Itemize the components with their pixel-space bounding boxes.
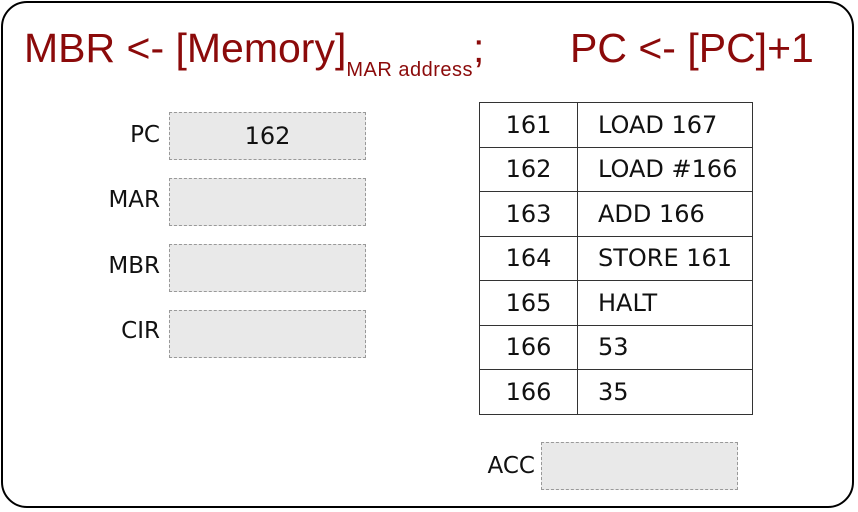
memory-row: 165 HALT [479, 280, 753, 326]
memory-row: 163 ADD 166 [479, 191, 753, 237]
memory-address: 163 [479, 191, 578, 237]
mbr-register [169, 244, 366, 292]
pc-label: PC [130, 122, 160, 148]
memory-content: STORE 161 [577, 235, 753, 281]
memory-address: 165 [479, 280, 578, 326]
title-subscript: MAR address [346, 59, 473, 81]
mbr-label: MBR [108, 253, 160, 279]
title-left: MBR <- [Memory]MAR address; [24, 24, 484, 94]
memory-address: 164 [479, 235, 578, 281]
pc-register: 162 [169, 112, 366, 160]
memory-content: ADD 166 [577, 191, 753, 237]
memory-row: 162 LOAD #166 [479, 146, 753, 192]
cir-label: CIR [121, 318, 160, 344]
acc-label: ACC [487, 453, 535, 479]
memory-row: 164 STORE 161 [479, 235, 753, 281]
memory-address: 166 [479, 369, 578, 415]
memory-address: 166 [479, 324, 578, 370]
memory-content: LOAD 167 [577, 102, 753, 148]
memory-address: 161 [479, 102, 578, 148]
acc-register [541, 442, 738, 490]
memory-content: HALT [577, 280, 753, 326]
memory-content: 35 [577, 369, 753, 415]
memory-row: 166 35 [479, 369, 753, 415]
mar-label: MAR [108, 187, 160, 213]
memory-content: LOAD #166 [577, 146, 753, 192]
mar-register [169, 178, 366, 226]
title-separator: ; [473, 25, 485, 71]
memory-row: 166 53 [479, 324, 753, 370]
memory-address: 162 [479, 146, 578, 192]
title-left-main: MBR <- [Memory] [24, 25, 347, 71]
memory-content: 53 [577, 324, 753, 370]
memory-table: 161 LOAD 167 162 LOAD #166 163 ADD 166 164 S… [479, 102, 753, 415]
memory-row: 161 LOAD 167 [479, 102, 753, 148]
cir-register [169, 310, 366, 358]
title-right: PC <- [PC]+1 [570, 25, 814, 71]
